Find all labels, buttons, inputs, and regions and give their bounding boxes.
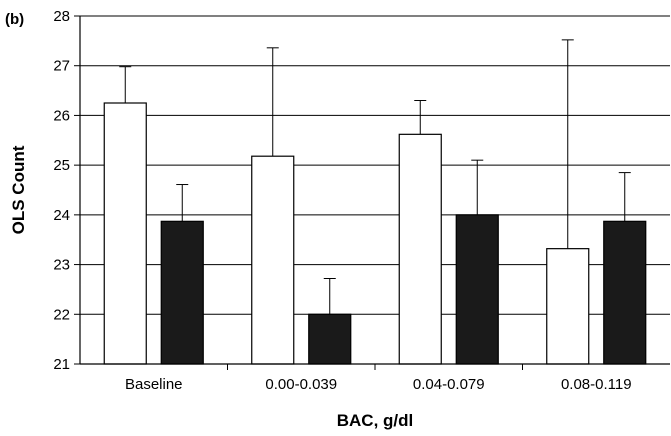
y-tick-label: 22 [53, 306, 70, 323]
bar [455, 214, 499, 365]
y-tick-label: 24 [53, 207, 70, 224]
y-tick-label: 25 [53, 157, 70, 174]
bar [251, 155, 295, 365]
y-tick-labels: 21 22 23 24 25 26 27 28 [53, 8, 70, 373]
x-tick-label: 0.04-0.079 [413, 376, 485, 393]
x-tick-label: Baseline [125, 376, 183, 393]
y-tick-label: 27 [53, 58, 70, 75]
bar [160, 220, 204, 365]
axes [74, 15, 670, 370]
error-bars [119, 39, 631, 315]
x-axis-title: BAC, g/dl [337, 411, 414, 430]
y-tick-label: 23 [53, 257, 70, 274]
bar [308, 313, 352, 365]
bar [103, 102, 147, 365]
bars [103, 102, 647, 365]
y-tick-label: 21 [53, 356, 70, 373]
panel-label: (b) [5, 11, 24, 28]
bar [603, 220, 647, 365]
bar [398, 133, 442, 365]
x-tick-labels: Baseline 0.00-0.039 0.04-0.079 0.08-0.119 [125, 376, 632, 393]
bar [546, 248, 590, 365]
y-tick-label: 28 [53, 8, 70, 25]
y-tick-label: 26 [53, 107, 70, 124]
x-tick-label: 0.00-0.039 [265, 376, 337, 393]
y-axis-title: OLS Count [9, 145, 28, 234]
x-tick-label: 0.08-0.119 [561, 376, 632, 393]
